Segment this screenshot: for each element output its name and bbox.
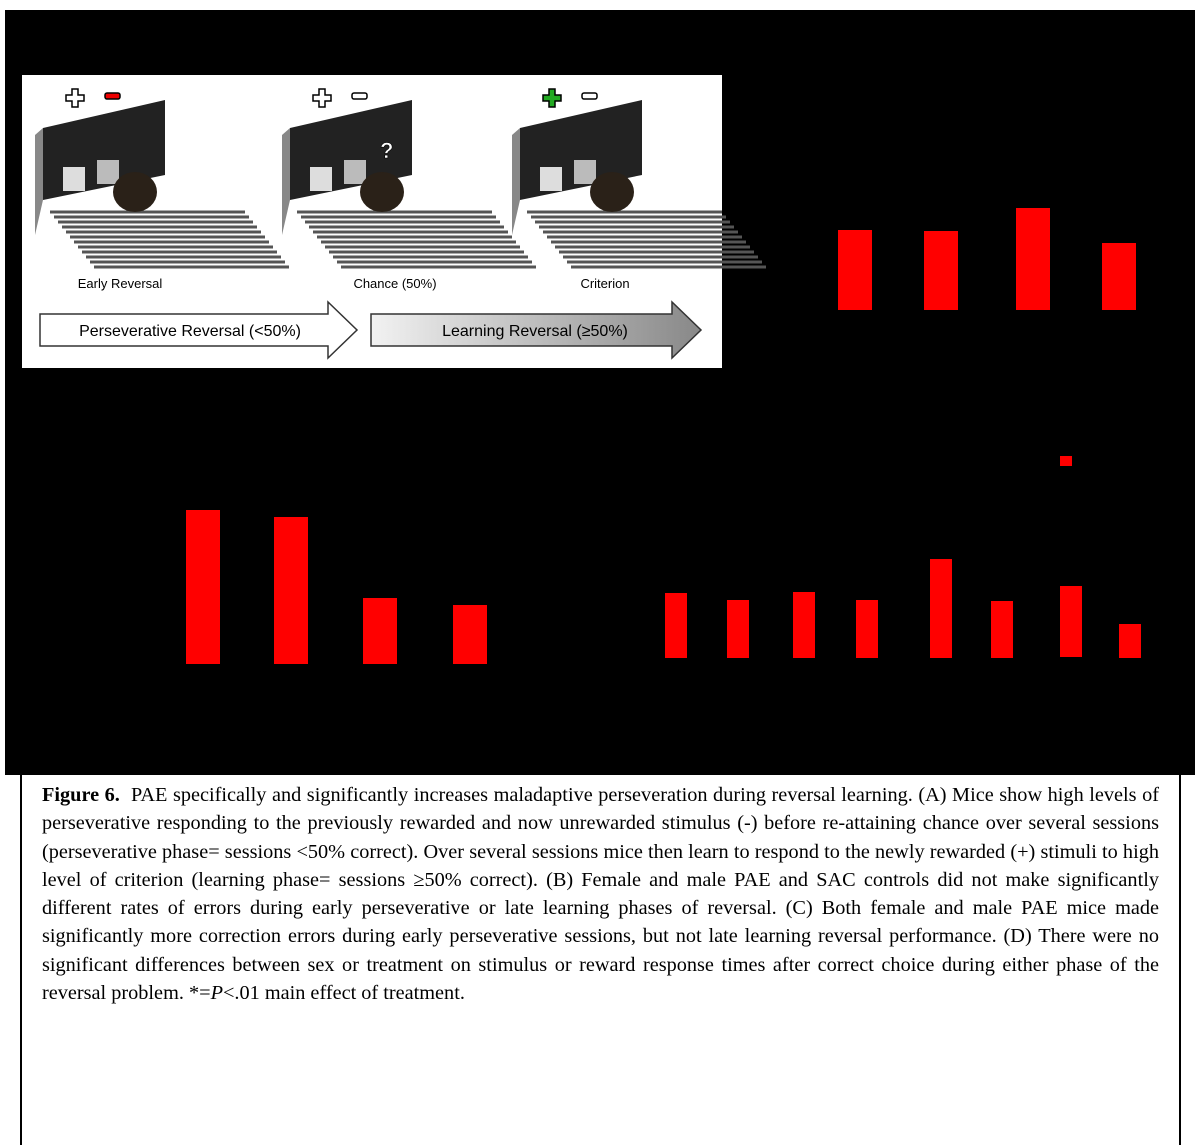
stimulus bbox=[540, 167, 562, 191]
stimulus bbox=[310, 167, 332, 191]
caption: Figure 6. PAE specifically and significa… bbox=[20, 765, 1181, 1145]
arrow-label: Perseverative Reversal (<50%) bbox=[79, 323, 301, 340]
minus-icon bbox=[105, 93, 120, 99]
caption-italic: P bbox=[211, 982, 223, 1004]
stage-label: Chance (50%) bbox=[353, 276, 436, 291]
minus-icon bbox=[582, 93, 597, 99]
page: Early Reversal Chance (50%) Criterion ? … bbox=[0, 0, 1199, 1145]
stimulus bbox=[344, 160, 366, 184]
stimulus bbox=[574, 160, 596, 184]
mouse bbox=[590, 172, 634, 212]
figure: Early Reversal Chance (50%) Criterion ? … bbox=[0, 0, 1199, 775]
mouse bbox=[113, 172, 157, 212]
stimulus bbox=[97, 160, 119, 184]
panel-a: Early Reversal Chance (50%) Criterion ? … bbox=[22, 75, 766, 368]
stage-label: Early Reversal bbox=[78, 276, 163, 291]
arrow-label: Learning Reversal (≥50%) bbox=[442, 323, 628, 340]
stimulus bbox=[63, 167, 85, 191]
minus-icon bbox=[352, 93, 367, 99]
caption-label: Figure 6. bbox=[42, 784, 120, 806]
mouse bbox=[360, 172, 404, 212]
stage-label: Criterion bbox=[580, 276, 629, 291]
caption-text: PAE specifically and significantly incre… bbox=[42, 784, 1159, 1004]
question-mark: ? bbox=[380, 138, 393, 163]
caption-text: <.01 main effect of treatment. bbox=[223, 982, 465, 1004]
